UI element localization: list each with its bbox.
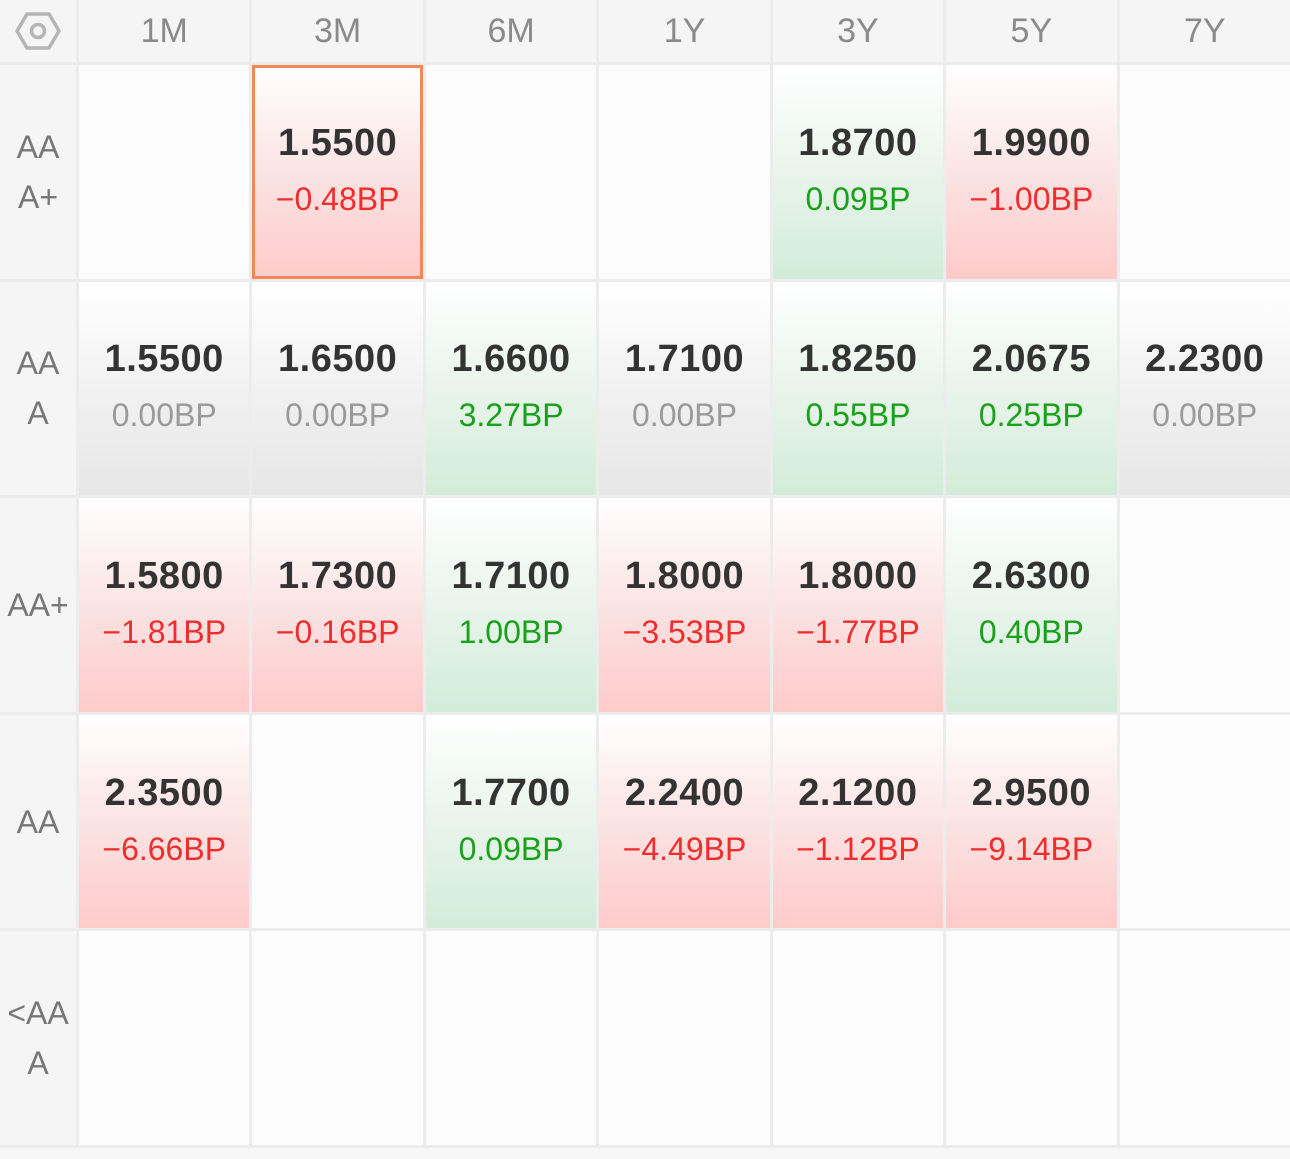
- empty-cell[interactable]: [425, 65, 597, 279]
- rate-cell[interactable]: 2.2300 0.00BP: [1119, 281, 1290, 496]
- rate-value: 2.2300: [1145, 338, 1265, 381]
- row-label: AAA+: [0, 65, 76, 279]
- empty-cell[interactable]: [252, 931, 423, 1145]
- rate-value: 1.6500: [278, 338, 398, 381]
- rate-cell[interactable]: 1.8700 0.09BP: [772, 65, 944, 279]
- row-label: AA: [0, 714, 76, 929]
- empty-cell[interactable]: [599, 65, 770, 279]
- column-header-6m[interactable]: 6M: [425, 0, 597, 62]
- rate-cell[interactable]: 1.8250 0.55BP: [772, 281, 944, 496]
- row-label: AA+: [0, 498, 76, 712]
- rate-change: −0.48BP: [275, 180, 400, 217]
- rate-value: 1.8000: [624, 554, 745, 597]
- rate-cell[interactable]: 1.6600 3.27BP: [425, 281, 597, 496]
- rate-value: 1.7100: [451, 554, 571, 597]
- empty-cell[interactable]: [425, 931, 597, 1145]
- rate-change: 0.09BP: [458, 830, 564, 867]
- rate-value: 1.9900: [971, 121, 1091, 164]
- rate-value: 1.5800: [104, 554, 224, 597]
- rate-cell[interactable]: 1.7300 −0.16BP: [252, 498, 423, 712]
- rate-value: 1.8700: [798, 121, 918, 164]
- rate-change: 0.00BP: [632, 397, 737, 434]
- column-header-1y[interactable]: 1Y: [599, 0, 770, 62]
- rate-value: 1.5500: [104, 338, 224, 381]
- rate-cell[interactable]: 1.7100 1.00BP: [425, 498, 597, 712]
- rate-change: 0.55BP: [805, 397, 911, 434]
- rate-cell[interactable]: 1.6500 0.00BP: [252, 281, 423, 496]
- rate-value: 2.2400: [624, 771, 745, 814]
- rate-cell[interactable]: 1.5500 −0.48BP: [252, 65, 423, 279]
- empty-cell[interactable]: [1119, 498, 1290, 712]
- rate-cell[interactable]: 2.3500 −6.66BP: [79, 714, 250, 929]
- rate-change: −1.00BP: [969, 180, 1094, 217]
- rate-value: 1.7100: [624, 338, 745, 381]
- rate-change: 0.25BP: [978, 397, 1084, 434]
- rate-value: 1.7700: [451, 771, 571, 814]
- rate-change: 0.00BP: [1152, 397, 1258, 434]
- row-label: <AAA: [0, 931, 76, 1145]
- rate-value: 1.8250: [798, 338, 918, 381]
- column-header-1m[interactable]: 1M: [79, 0, 250, 62]
- column-header-5y[interactable]: 5Y: [946, 0, 1117, 62]
- rate-change: −3.53BP: [622, 613, 747, 650]
- rate-change: 0.40BP: [978, 613, 1084, 650]
- rate-change: −9.14BP: [969, 830, 1094, 867]
- rate-value: 1.6600: [451, 338, 571, 381]
- hexagon-settings-icon: [15, 12, 61, 50]
- rate-change: −4.49BP: [622, 830, 747, 867]
- rate-value: 2.0675: [971, 338, 1091, 381]
- empty-cell[interactable]: [79, 931, 250, 1145]
- rate-value: 1.8000: [798, 554, 918, 597]
- rate-change: −0.16BP: [275, 613, 400, 650]
- empty-cell[interactable]: [1119, 65, 1290, 279]
- rate-change: −1.77BP: [796, 613, 920, 650]
- rate-change: 0.09BP: [805, 180, 911, 217]
- rate-value: 2.1200: [798, 771, 918, 814]
- rate-cell[interactable]: 1.5800 −1.81BP: [79, 498, 250, 712]
- rate-value: 2.3500: [104, 771, 224, 814]
- rate-cell[interactable]: 1.7100 0.00BP: [599, 281, 770, 496]
- empty-cell[interactable]: [772, 931, 944, 1145]
- rate-cell[interactable]: 1.7700 0.09BP: [425, 714, 597, 929]
- rate-change: −6.66BP: [102, 830, 227, 867]
- rate-cell[interactable]: 2.9500 −9.14BP: [946, 714, 1117, 929]
- column-header-7y[interactable]: 7Y: [1119, 0, 1290, 62]
- rate-change: 0.00BP: [111, 397, 217, 434]
- rate-value: 2.9500: [971, 771, 1091, 814]
- empty-cell[interactable]: [1119, 931, 1290, 1145]
- rate-cell[interactable]: 2.1200 −1.12BP: [772, 714, 944, 929]
- rate-cell[interactable]: 1.8000 −3.53BP: [599, 498, 770, 712]
- rate-value: 2.6300: [971, 554, 1091, 597]
- empty-cell[interactable]: [79, 65, 250, 279]
- rate-change: 1.00BP: [458, 613, 564, 650]
- rate-cell[interactable]: 1.5500 0.00BP: [79, 281, 250, 496]
- empty-cell[interactable]: [946, 931, 1117, 1145]
- rate-change: 3.27BP: [458, 397, 564, 434]
- rate-value: 1.7300: [278, 554, 398, 597]
- rate-value: 1.5500: [278, 121, 398, 164]
- row-label: AAA: [0, 281, 76, 496]
- rate-cell[interactable]: 2.6300 0.40BP: [946, 498, 1117, 712]
- rate-change: −1.12BP: [796, 830, 920, 867]
- rate-cell[interactable]: 2.0675 0.25BP: [946, 281, 1117, 496]
- empty-cell[interactable]: [252, 714, 423, 929]
- rate-cell[interactable]: 1.8000 −1.77BP: [772, 498, 944, 712]
- column-header-3y[interactable]: 3Y: [772, 0, 944, 62]
- rate-change: 0.00BP: [285, 397, 391, 434]
- empty-cell[interactable]: [599, 931, 770, 1145]
- rate-cell[interactable]: 2.2400 −4.49BP: [599, 714, 770, 929]
- column-header-3m[interactable]: 3M: [252, 0, 423, 62]
- rate-cell[interactable]: 1.9900 −1.00BP: [946, 65, 1117, 279]
- rate-change: −1.81BP: [102, 613, 227, 650]
- settings-button[interactable]: [0, 0, 76, 62]
- empty-cell[interactable]: [1119, 714, 1290, 929]
